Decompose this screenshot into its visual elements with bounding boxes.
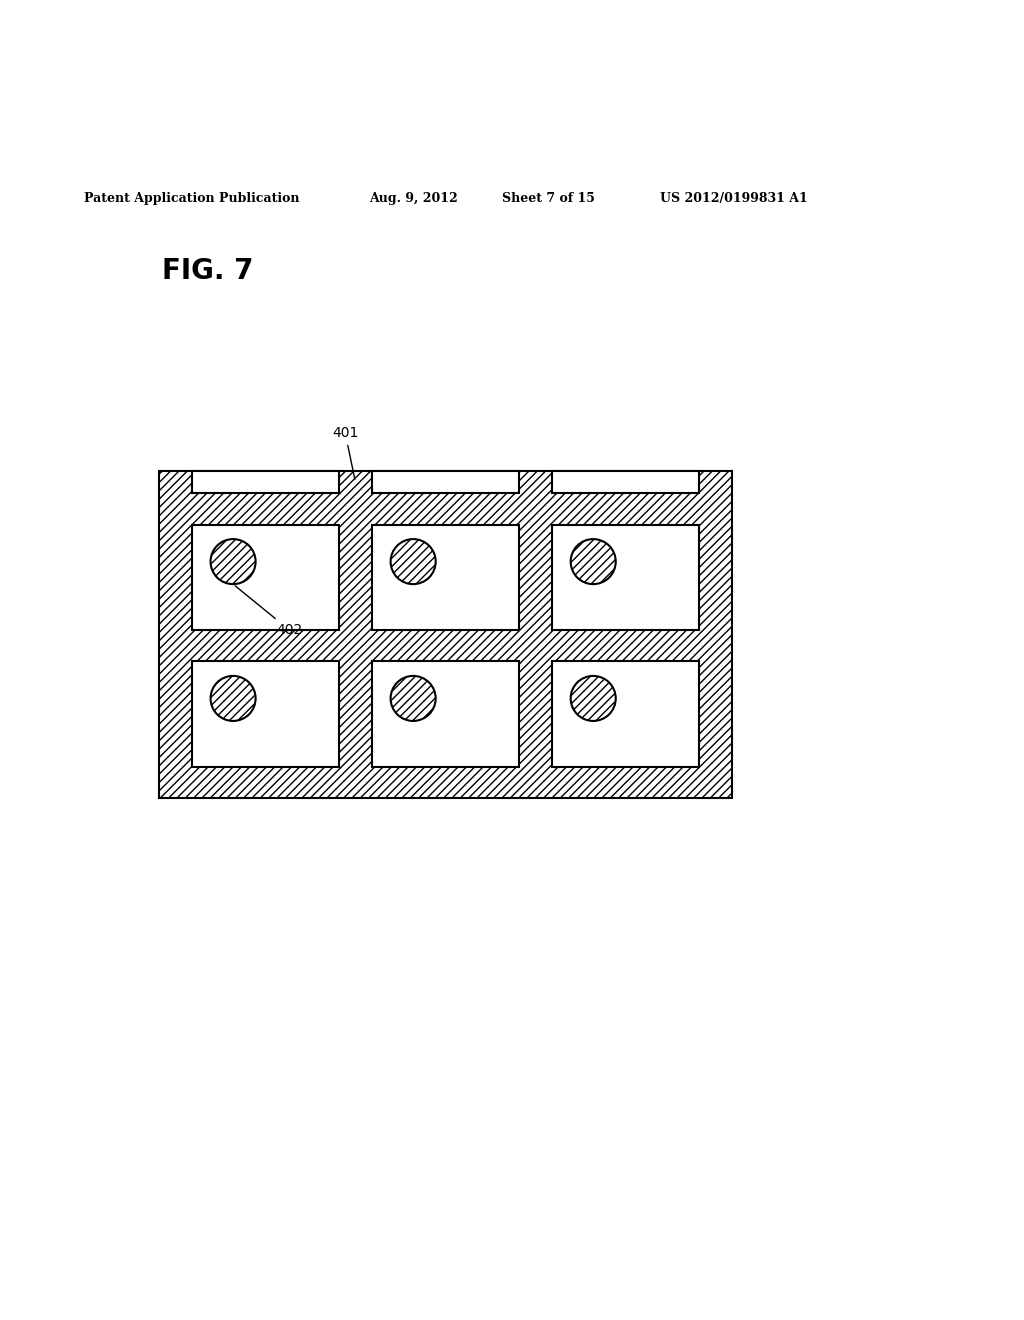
Circle shape bbox=[570, 676, 615, 721]
Circle shape bbox=[211, 676, 256, 721]
Bar bbox=[372, 470, 519, 494]
Text: 401: 401 bbox=[332, 426, 358, 479]
Text: Sheet 7 of 15: Sheet 7 of 15 bbox=[502, 191, 595, 205]
Bar bbox=[552, 661, 699, 767]
Bar bbox=[372, 524, 519, 631]
Bar bbox=[191, 524, 339, 631]
Text: Patent Application Publication: Patent Application Publication bbox=[84, 191, 299, 205]
Text: Aug. 9, 2012: Aug. 9, 2012 bbox=[369, 191, 458, 205]
Circle shape bbox=[570, 539, 615, 585]
Bar bbox=[159, 470, 732, 799]
Circle shape bbox=[390, 539, 435, 585]
Circle shape bbox=[211, 539, 256, 585]
Bar bbox=[191, 661, 339, 767]
Bar bbox=[552, 524, 699, 631]
Text: US 2012/0199831 A1: US 2012/0199831 A1 bbox=[660, 191, 808, 205]
Text: FIG. 7: FIG. 7 bbox=[162, 257, 253, 285]
Bar bbox=[191, 470, 339, 494]
Text: 402: 402 bbox=[236, 586, 302, 638]
Bar bbox=[552, 470, 699, 494]
Circle shape bbox=[390, 676, 435, 721]
Bar bbox=[372, 661, 519, 767]
